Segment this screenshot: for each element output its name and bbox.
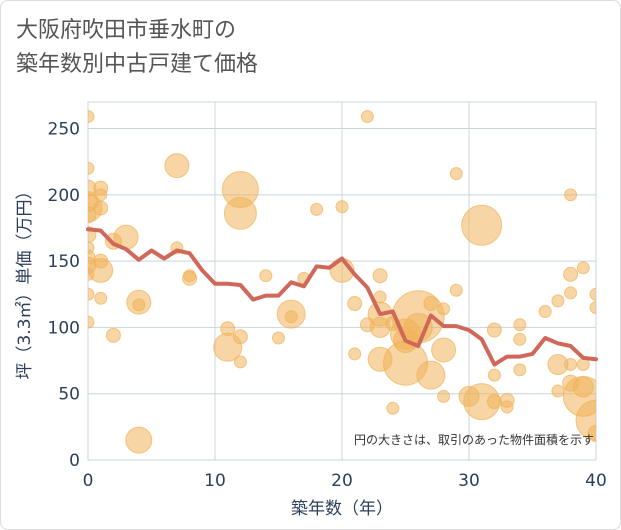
bubble-point [551,294,565,308]
bubble-point [486,322,502,338]
bubble-point [132,298,146,312]
bubble-point [589,287,596,301]
bubble-point [310,202,324,216]
chart-title-line-1: 大阪府吹田市垂水町の [16,18,237,43]
y-tick-label: 0 [69,451,80,471]
bubble-point [576,261,590,275]
bubble-point [487,368,501,382]
bubble-point [94,291,108,305]
bubble-point [105,327,121,343]
x-tick-label: 10 [204,471,226,491]
bubble-point [88,315,95,329]
bubble-point [232,329,248,345]
bubble-point [125,426,153,454]
bubble-point [88,161,95,175]
bubble-point [360,110,374,124]
bubble-point [372,268,388,284]
bubble-point [499,392,515,408]
bubble-point [449,283,463,297]
bubble-point [564,188,578,202]
bubble-point [513,363,527,377]
x-ticks: 0 10 20 30 40 [83,471,607,491]
y-tick-label: 150 [48,252,80,272]
y-tick-label: 100 [48,318,80,338]
bubble-point [272,331,285,345]
y-tick-label: 50 [58,385,80,405]
bubble-point [347,296,363,312]
average-price-line [86,227,598,367]
bubble-point [513,332,527,346]
trend-line-layer [86,227,598,367]
bubble-point [348,347,362,361]
bubble-point [563,266,579,282]
y-ticks: 0 50 100 150 200 250 [48,120,80,471]
bubble-layer [88,110,596,454]
bubble-point [431,337,457,363]
bubble-point [513,318,527,332]
bubble-point [564,358,578,372]
bubble-point [94,188,108,202]
bubble-point [233,355,247,369]
bubble-point [93,253,109,269]
bubble-point [449,167,463,181]
bubble-point [335,200,349,214]
bubble-point [564,286,578,300]
bubble-point [164,153,190,179]
bubble-point [423,296,439,312]
bubble-point [284,310,298,324]
y-tick-label: 200 [48,186,80,206]
bubble-point [551,384,565,398]
bubble-size-note: 円の大きさは、取引のあった物件面積を示す [354,432,594,447]
bubble-point [88,287,95,301]
chart-title-line-2: 築年数別中古戸建て価格 [16,52,259,77]
chart-title: 大阪府吹田市垂水町の 築年数別中古戸建て価格 [16,14,258,82]
x-tick-label: 20 [331,471,353,491]
bubble-point [538,304,552,318]
x-axis-label: 築年数（年） [291,499,393,519]
bubble-point [223,196,257,230]
bubble-point [416,360,446,390]
y-axis-label: 坪（3.3㎡）単価（万円） [15,182,35,379]
x-tick-label: 40 [585,471,607,491]
bubble-point [587,424,596,442]
bubble-point [88,110,95,124]
x-tick-label: 30 [458,471,480,491]
bubble-point [437,302,451,316]
bubble-point [259,269,273,283]
bubble-point [589,301,596,315]
bubble-point [437,389,451,403]
bubble-point [386,401,400,415]
bubble-point [182,270,198,286]
bubble-point [486,394,502,410]
y-tick-label: 250 [48,120,80,140]
x-tick-label: 0 [83,471,94,491]
bubble-point [93,200,109,216]
bubble-point [461,204,503,246]
